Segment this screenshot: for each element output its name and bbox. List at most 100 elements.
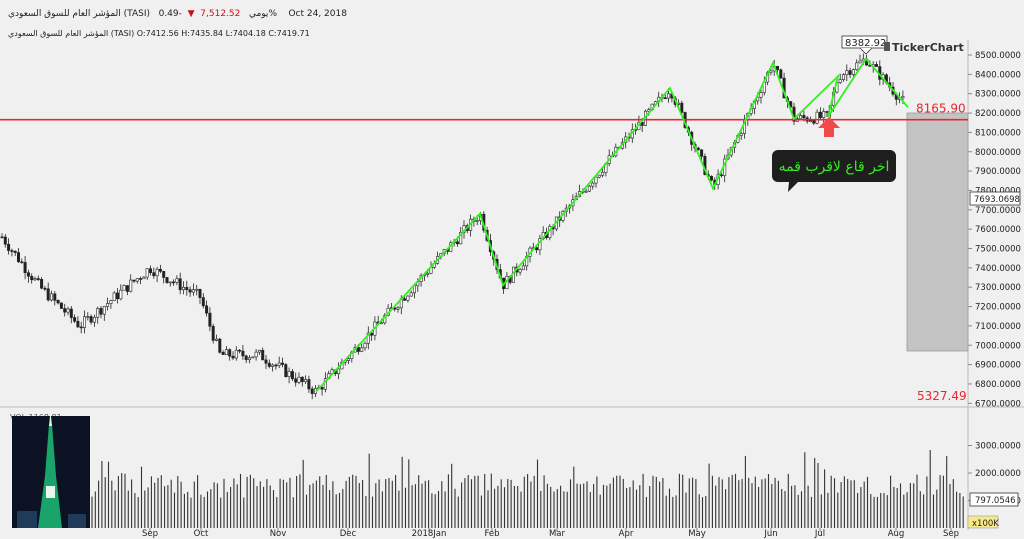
price-tick-label: 7600.0000 — [975, 225, 1021, 235]
brand-logo-icon — [884, 42, 890, 51]
price-tick-label: 7200.0000 — [975, 303, 1021, 313]
time-tick-label: Jul — [814, 529, 825, 539]
candle-body — [178, 278, 182, 291]
volume-tick-label: 2000.0000 — [975, 469, 1021, 479]
price-tick-label: 6800.0000 — [975, 380, 1021, 390]
candle-body — [102, 306, 106, 315]
candle-body — [535, 247, 539, 251]
candle-body — [79, 326, 83, 329]
candle-body — [594, 176, 598, 184]
candle-body — [218, 338, 222, 353]
annotation-bubble — [772, 150, 896, 192]
candle-body — [848, 70, 852, 75]
candle-body — [455, 241, 459, 245]
candle-body — [709, 176, 713, 181]
candle-body — [584, 190, 588, 193]
candle-body — [290, 371, 294, 380]
candle-body — [73, 317, 77, 322]
candle-body — [129, 279, 133, 292]
period-label: يومي — [248, 9, 269, 19]
candle-body — [264, 359, 268, 364]
tower-image — [12, 416, 90, 528]
last-date: Oct 24, 2018 — [288, 9, 347, 19]
candle-body — [89, 316, 93, 323]
volume-tick-label: 3000.0000 — [975, 442, 1021, 452]
candle-body — [30, 275, 34, 281]
volume-current-box — [969, 492, 1019, 507]
candle-body — [601, 171, 605, 176]
candle-body — [799, 115, 803, 120]
candle-body — [23, 262, 27, 273]
current-price-label: 7693.0698 — [974, 195, 1020, 205]
candle-body — [284, 364, 288, 377]
candle-body — [587, 185, 591, 192]
candle-body — [426, 272, 430, 275]
low-value-label: 5327.49 — [917, 389, 967, 403]
volume-unit-label: x100K — [972, 519, 999, 529]
candle-body — [320, 387, 324, 390]
candle-body — [841, 74, 845, 80]
candle-body — [267, 362, 271, 367]
candle-body — [20, 261, 24, 264]
candle-body — [234, 349, 238, 359]
candle-body — [640, 121, 644, 126]
level-value-label: 8165.90 — [916, 102, 966, 116]
price-tick-label: 8300.0000 — [975, 90, 1021, 100]
candle-body — [310, 388, 314, 394]
candle-body — [858, 60, 862, 64]
candle-body — [304, 379, 308, 383]
profile-thumbnail — [12, 416, 90, 528]
time-tick-label: 2018Jan — [412, 529, 447, 539]
price-tick-label: 7500.0000 — [975, 245, 1021, 255]
price-tick-label: 6700.0000 — [975, 399, 1021, 409]
candle-body — [188, 289, 192, 293]
candle-body — [409, 292, 413, 297]
price-tick-label: 8100.0000 — [975, 128, 1021, 138]
candle-body — [195, 288, 199, 291]
candle-body — [224, 349, 228, 355]
candle-body — [360, 347, 364, 352]
candle-body — [244, 355, 248, 361]
candle-body — [663, 97, 667, 99]
candle-body — [59, 302, 63, 309]
candle-body — [139, 278, 143, 280]
trend-zigzag-line — [315, 57, 909, 393]
candle-body — [155, 268, 159, 277]
candle-body — [165, 277, 169, 283]
price-tick-label: 7000.0000 — [975, 341, 1021, 351]
candle-body — [119, 289, 123, 300]
candle-body — [152, 272, 156, 277]
projection-box — [906, 112, 969, 352]
candle-body — [366, 332, 370, 344]
candle-body — [475, 220, 479, 222]
candle-body — [719, 174, 723, 177]
volume-unit-box — [967, 515, 999, 529]
high-label: 8382.92 — [845, 38, 886, 49]
candle-body — [248, 357, 252, 361]
candle-body — [116, 292, 120, 300]
candle-body — [459, 231, 463, 245]
candle-body — [845, 70, 849, 75]
candle-body — [96, 308, 100, 318]
price-tick-label: 7700.0000 — [975, 206, 1021, 216]
candle-body — [261, 349, 265, 361]
candle-body — [406, 295, 410, 301]
candle-body — [851, 69, 855, 75]
candle-body — [185, 287, 189, 290]
price-tick-label: 8500.0000 — [975, 51, 1021, 61]
price-tick-label: 7300.0000 — [975, 283, 1021, 293]
candle-body — [7, 243, 11, 251]
candle-body — [518, 269, 522, 273]
candle-body — [149, 268, 153, 273]
candle-body — [815, 111, 819, 124]
candle-body — [855, 62, 859, 70]
candle-body — [205, 305, 209, 314]
candle-body — [0, 236, 4, 239]
candle-body — [215, 338, 219, 341]
candle-body — [241, 350, 245, 357]
candle-body — [274, 364, 278, 367]
candle-body — [403, 298, 407, 301]
candle-body — [201, 297, 205, 307]
